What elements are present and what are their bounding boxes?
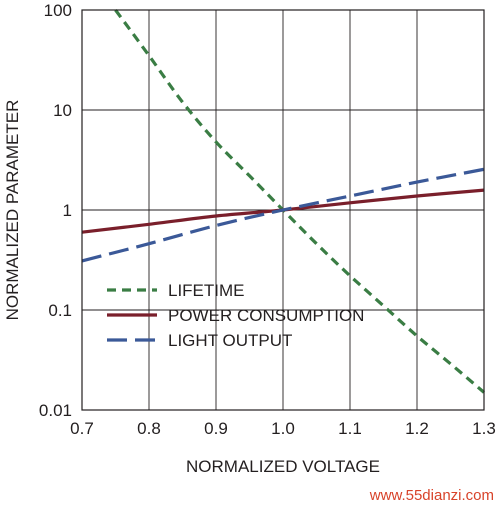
x-tick-label: 1.0 — [271, 419, 295, 438]
x-tick-label: 0.7 — [70, 419, 94, 438]
y-tick-label: 100 — [44, 1, 72, 20]
y-tick-label: 10 — [53, 101, 72, 120]
x-tick-label: 1.2 — [405, 419, 429, 438]
series-layer — [81, 9, 486, 394]
y-tick-labels: 0.01 0.1 1 10 100 — [39, 1, 72, 420]
x-tick-labels: 0.7 0.8 0.9 1.0 1.1 1.2 1.3 — [70, 419, 496, 438]
x-tick-label: 0.9 — [204, 419, 228, 438]
x-axis-label: NORMALIZED VOLTAGE — [186, 457, 380, 476]
y-tick-label: 0.01 — [39, 401, 72, 420]
y-axis-label: NORMALIZED PARAMETER — [3, 100, 22, 321]
watermark: www.55dianzi.com — [369, 487, 494, 504]
y-tick-label: 0.1 — [48, 301, 72, 320]
x-tick-label: 1.3 — [472, 419, 496, 438]
legend: LIFETIME POWER CONSUMPTION LIGHT OUTPUT — [107, 281, 364, 350]
legend-label-lifetime: LIFETIME — [168, 281, 245, 300]
series-line-light-output — [81, 167, 485, 263]
x-tick-label: 1.1 — [338, 419, 362, 438]
plot-frame — [81, 9, 485, 411]
legend-label-power-consumption: POWER CONSUMPTION — [168, 306, 364, 325]
legend-label-light-output: LIGHT OUTPUT — [168, 331, 292, 350]
y-tick-label: 1 — [63, 201, 72, 220]
x-tick-label: 0.8 — [137, 419, 161, 438]
series-line-lifetime — [114, 9, 486, 394]
